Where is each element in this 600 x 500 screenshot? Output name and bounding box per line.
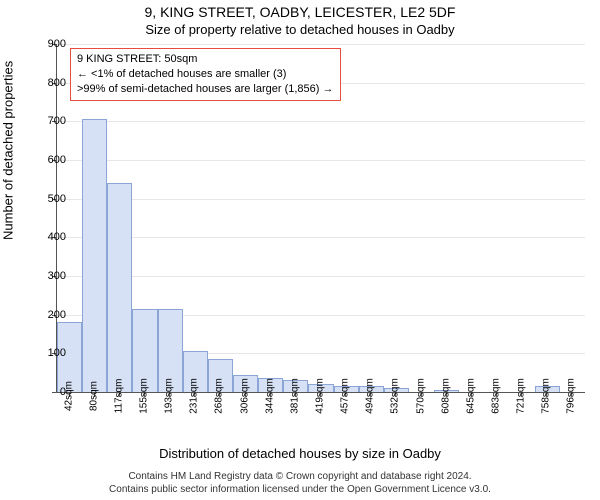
y-tick-label: 300: [48, 270, 66, 282]
gridline: [57, 237, 585, 238]
histogram-bar: [107, 183, 132, 392]
callout-line-2: ← <1% of detached houses are smaller (3): [77, 67, 334, 82]
x-tick-label: 570sqm: [415, 378, 426, 414]
annotation-callout: 9 KING STREET: 50sqm ← <1% of detached h…: [70, 48, 341, 101]
chart-container: 9, KING STREET, OADBY, LEICESTER, LE2 5D…: [0, 0, 600, 500]
x-tick-label: 80sqm: [88, 381, 99, 411]
histogram-bar: [82, 119, 107, 392]
gridline: [57, 44, 585, 45]
x-tick-label: 306sqm: [239, 378, 250, 414]
x-tick-label: 419sqm: [315, 378, 326, 414]
x-tick-label: 268sqm: [214, 378, 225, 414]
x-tick-label: 344sqm: [264, 378, 275, 414]
chart-subtitle: Size of property relative to detached ho…: [0, 22, 600, 37]
x-tick-label: 42sqm: [63, 381, 74, 411]
callout-line-3: >99% of semi-detached houses are larger …: [77, 82, 334, 97]
gridline: [57, 199, 585, 200]
gridline: [57, 121, 585, 122]
y-tick-label: 200: [48, 309, 66, 321]
y-tick-label: 700: [48, 115, 66, 127]
x-tick-label: 645sqm: [465, 378, 476, 414]
x-tick-label: 683sqm: [491, 378, 502, 414]
y-axis-label: Number of detached properties: [1, 61, 16, 240]
x-tick-label: 381sqm: [289, 378, 300, 414]
x-tick-label: 155sqm: [139, 378, 150, 414]
gridline: [57, 160, 585, 161]
x-tick-label: 721sqm: [516, 378, 527, 414]
x-tick-label: 796sqm: [566, 378, 577, 414]
chart-title: 9, KING STREET, OADBY, LEICESTER, LE2 5D…: [0, 4, 600, 20]
x-axis-label: Distribution of detached houses by size …: [0, 446, 600, 461]
caption-line-1: Contains HM Land Registry data © Crown c…: [128, 471, 471, 482]
x-tick-label: 117sqm: [113, 379, 124, 414]
x-tick-label: 608sqm: [440, 378, 451, 414]
y-tick-label: 800: [48, 77, 66, 89]
y-tick-label: 900: [48, 38, 66, 50]
x-tick-label: 758sqm: [541, 378, 552, 414]
y-tick-label: 500: [48, 193, 66, 205]
x-tick-label: 231sqm: [189, 378, 200, 414]
x-tick-label: 457sqm: [340, 378, 351, 414]
y-tick-label: 600: [48, 154, 66, 166]
x-tick-label: 193sqm: [164, 378, 175, 414]
gridline: [57, 276, 585, 277]
caption: Contains HM Land Registry data © Crown c…: [0, 471, 600, 496]
y-tick-label: 400: [48, 231, 66, 243]
caption-line-2: Contains public sector information licen…: [109, 484, 491, 495]
y-tick-mark: [52, 392, 57, 393]
x-tick-label: 494sqm: [365, 378, 376, 414]
callout-line-1: 9 KING STREET: 50sqm: [77, 52, 334, 67]
x-tick-label: 532sqm: [390, 378, 401, 414]
y-tick-label: 100: [48, 347, 66, 359]
